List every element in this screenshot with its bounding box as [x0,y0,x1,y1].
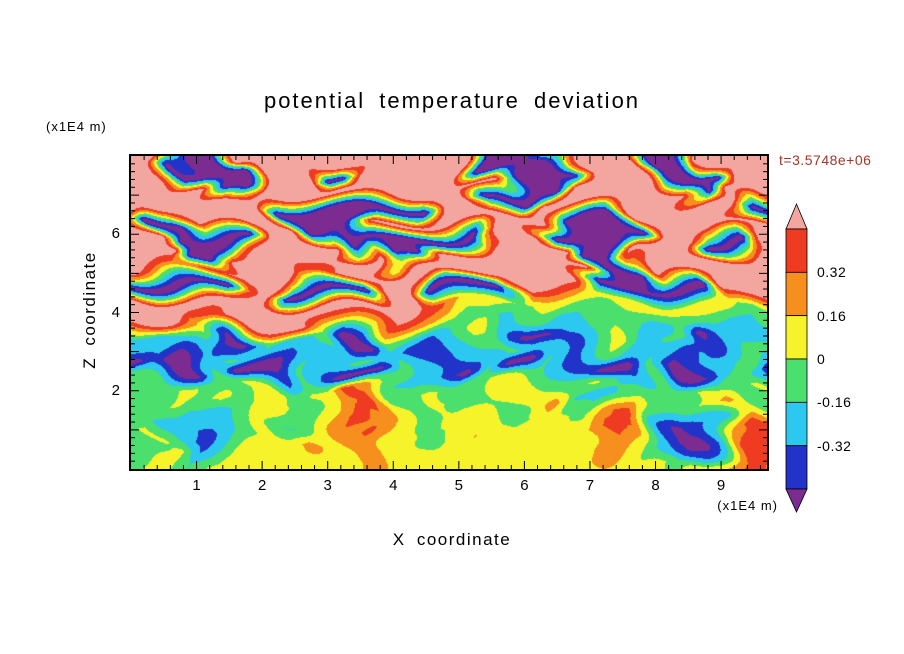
colorbar-arrow-high [785,202,808,230]
x-axis-label: X coordinate [392,530,512,549]
colorbar-tick-label: -0.32 [817,437,852,454]
colorbar-labels: 0.32 0.16 0 -0.16 -0.32 [817,202,877,514]
colorbar-tick-label: 0 [817,351,826,367]
x-tick-labels: 1 2 3 4 5 6 7 8 9 [131,477,767,497]
x-tick-label: 5 [454,477,463,494]
x-tick-label: 4 [389,477,398,494]
colorbar-tick-label: 0.16 [817,307,847,324]
z-tick-label: 2 [111,381,120,399]
x-tick-label: 2 [257,477,267,494]
chart-title: potential temperature deviation [263,88,641,113]
z-axis-unit-label: (x1E4 m) [46,119,107,134]
x-axis-unit-label: (x1E4 m) [717,498,778,513]
z-tick-label: 4 [111,303,120,321]
colorbar-band [785,445,808,490]
colorbar-band [785,228,808,273]
x-tick-label: 3 [323,477,332,494]
x-tick-label: 8 [651,477,660,494]
colorbar-band [785,271,808,317]
colorbar-band [785,401,808,447]
z-tick-label: 6 [111,225,120,243]
colorbar-arrow-low [785,488,808,513]
x-tick-label: 1 [192,477,201,494]
colorbar-tick-label: -0.16 [817,394,852,411]
z-tick-labels: 2 4 6 [90,156,120,469]
colorbar-tick-label: 0.32 [817,264,847,281]
time-annotation: t=3.5748e+06 [779,152,872,168]
colorbar-band [785,315,808,360]
x-tick-label: 9 [716,477,726,494]
x-tick-label: 7 [585,477,595,494]
colorbar [785,202,808,513]
plot-frame [129,154,769,471]
x-tick-label: 6 [520,477,529,494]
colorbar-band [785,358,808,403]
contour-field-canvas [131,156,767,469]
